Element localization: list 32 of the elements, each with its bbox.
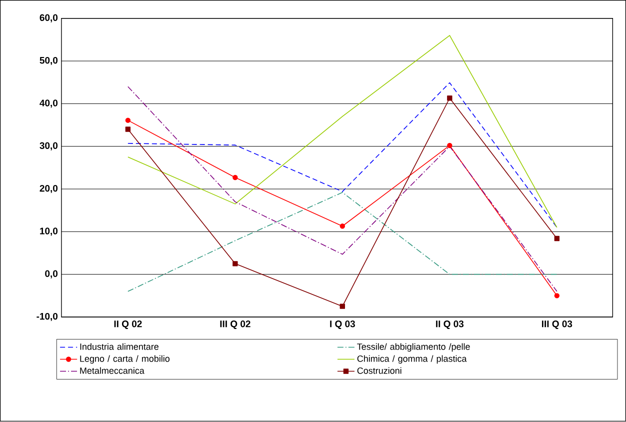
- y-tick-label: 20,0: [40, 185, 58, 194]
- y-tick-label: 0,0: [45, 270, 58, 279]
- point: [340, 224, 346, 229]
- point: [125, 126, 131, 132]
- x-tick-label: III Q 03: [542, 320, 572, 330]
- line-series: [128, 35, 558, 228]
- point: [232, 261, 238, 266]
- x-tick-label: I Q 03: [330, 320, 355, 330]
- legend-label: Costruzioni: [357, 367, 402, 374]
- x-tick-label: III Q 02: [220, 320, 250, 330]
- y-tick-label: 40,0: [40, 100, 58, 108]
- point: [232, 175, 238, 180]
- y-tick-label: -10,0: [36, 313, 58, 322]
- legend-label: Metalmeccanica: [80, 367, 144, 374]
- y-tick-label: 50,0: [40, 57, 58, 66]
- point: [554, 236, 560, 242]
- x-tick-label: II Q 03: [436, 320, 464, 330]
- point: [125, 118, 131, 124]
- line-series: [128, 82, 558, 228]
- y-tick-label: 60,0: [40, 14, 58, 23]
- x-tick-label: II Q 02: [114, 320, 142, 330]
- y-tick-label: 10,0: [40, 228, 58, 236]
- legend-label: Chimica / gomma / plastica: [357, 355, 467, 364]
- point: [340, 304, 346, 310]
- point: [447, 143, 452, 148]
- point: [447, 96, 452, 101]
- y-tick-label: 30,0: [40, 142, 58, 151]
- legend-label: Industria alimentare: [80, 343, 158, 350]
- legend-label: Legno / carta / mobilio: [80, 355, 170, 364]
- legend-label: Tessile/ abbigliamento /pelle: [357, 343, 470, 352]
- line-series: [128, 192, 558, 292]
- point: [554, 293, 560, 298]
